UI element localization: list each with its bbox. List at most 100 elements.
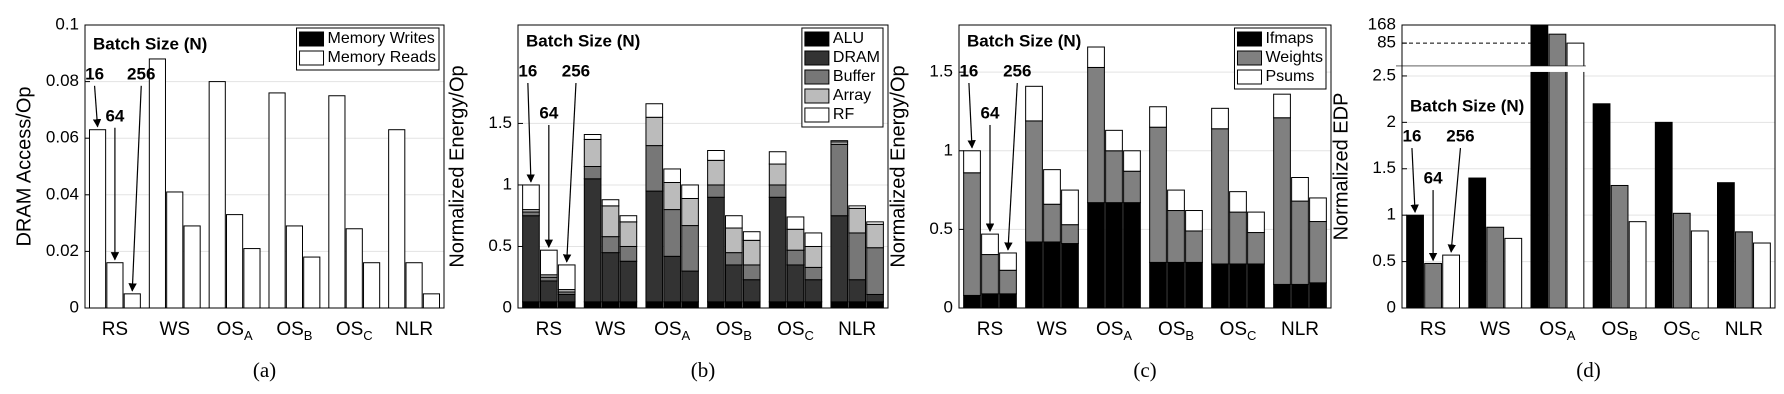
- bar-segment: [786, 249, 805, 266]
- arrow: [128, 85, 142, 292]
- y-tick-label: 85: [1377, 33, 1396, 52]
- bar-segment: [663, 301, 681, 309]
- bar-segment: [999, 269, 1017, 295]
- x-tick-label: NLR: [1725, 319, 1763, 340]
- bar-segment: [707, 301, 725, 309]
- x-tick-label: OSC: [336, 319, 373, 343]
- bar: [1610, 184, 1629, 309]
- legend-label: Ifmaps: [1265, 30, 1313, 47]
- bar-segment: [848, 205, 866, 209]
- bar-segment: [1211, 128, 1229, 265]
- category-subscript: C: [805, 328, 814, 343]
- bar-segment: [830, 140, 849, 143]
- y-tick-label: 0.5: [488, 236, 512, 255]
- bar-segment: [786, 264, 805, 303]
- batch-size-label: 64: [981, 103, 1000, 122]
- x-tick-label: NLR: [1281, 319, 1319, 340]
- bar-segment: [601, 252, 620, 303]
- category-subscript: B: [1185, 328, 1194, 343]
- bar: [1753, 242, 1771, 309]
- x-tick-label: NLR: [395, 319, 433, 340]
- x-tick-label: RS: [102, 319, 128, 340]
- arrow: [526, 82, 535, 183]
- bar-segment: [540, 249, 558, 276]
- bar-segment: [1291, 177, 1309, 202]
- bar-segment: [557, 264, 576, 291]
- bar-segment: [1105, 202, 1123, 309]
- x-tick-label: OSB: [276, 319, 312, 343]
- y-tick-label: 1.5: [488, 113, 512, 132]
- bar-segment: [619, 245, 638, 262]
- bar-segment: [645, 190, 664, 303]
- bar-segment: [1061, 243, 1079, 309]
- y-tick-label: 1: [503, 174, 512, 193]
- bar-segment: [963, 172, 981, 296]
- bar-segment: [1167, 210, 1185, 263]
- bar: [1628, 221, 1647, 309]
- bar-segment: [1061, 224, 1079, 245]
- bar-segment: [866, 221, 884, 225]
- x-tick-label: WS: [159, 319, 190, 340]
- arrow: [967, 82, 976, 149]
- bar-segment: [88, 129, 107, 309]
- x-tick-label: OSA: [1096, 319, 1132, 343]
- legend-swatch: [804, 31, 830, 47]
- bar-segment: [707, 150, 725, 161]
- bar-segment: [583, 166, 602, 180]
- bar-segment: [681, 270, 699, 303]
- legend-swatch: [804, 107, 830, 123]
- legend-swatch: [299, 31, 325, 47]
- bar-segment: [707, 184, 725, 198]
- y-axis-label: DRAM Access/Op: [13, 86, 35, 246]
- category-subscript: A: [244, 328, 253, 343]
- chart-panel: 00.020.040.060.080.1RS WS OSA OSB OSC NLRBatc…: [13, 14, 445, 382]
- bar: [1592, 103, 1611, 309]
- bar-segment: [268, 92, 286, 309]
- bar-segment: [848, 207, 866, 234]
- legend-swatch: [804, 50, 830, 66]
- bar-segment: [963, 150, 981, 174]
- bar-segment: [1309, 197, 1327, 223]
- x-tick-label: RS: [977, 319, 1003, 340]
- x-tick-label: OSB: [1602, 319, 1638, 343]
- bar-segment: [742, 301, 761, 309]
- bar-segment: [522, 301, 540, 309]
- bar-segment: [1087, 66, 1105, 204]
- bar-segment: [1273, 93, 1291, 119]
- bar-segment: [1087, 46, 1105, 68]
- bar-segment: [243, 248, 261, 309]
- x-tick-label: OSC: [1220, 319, 1257, 343]
- category-subscript: C: [1247, 328, 1256, 343]
- batch-size-label: 256: [562, 61, 590, 80]
- category-text: OS: [1096, 319, 1123, 340]
- y-tick-label: 0: [503, 297, 512, 316]
- y-tick-label: 0.5: [1372, 251, 1396, 270]
- bar-segment: [1123, 170, 1141, 204]
- bar: [1566, 42, 1585, 309]
- bar-segment: [1025, 85, 1043, 122]
- bar-segment: [742, 279, 761, 303]
- x-tick-label: RS: [536, 319, 562, 340]
- bar-segment: [981, 293, 999, 309]
- bar-segment: [583, 301, 602, 309]
- plot-frame: [958, 24, 1332, 309]
- bar: [1486, 226, 1505, 309]
- bar-segment: [1247, 263, 1265, 309]
- bar-segment: [1273, 117, 1291, 285]
- caption: (b): [691, 358, 716, 382]
- bar-segment: [768, 196, 787, 303]
- bar-segment: [422, 293, 441, 309]
- bar-segment: [786, 228, 805, 251]
- y-tick-label: 0.06: [46, 128, 79, 147]
- bar-segment: [725, 264, 743, 303]
- bar-segment: [681, 225, 699, 272]
- y-axis-label: Normalized Energy/Op: [887, 65, 909, 267]
- category-text: OS: [716, 319, 743, 340]
- bar-segment: [725, 252, 743, 266]
- category-subscript: C: [1691, 328, 1700, 343]
- bar-segment: [166, 191, 184, 309]
- bar-segment: [123, 293, 141, 309]
- bar-segment: [786, 301, 805, 309]
- y-tick-label: 1.5: [1372, 158, 1396, 177]
